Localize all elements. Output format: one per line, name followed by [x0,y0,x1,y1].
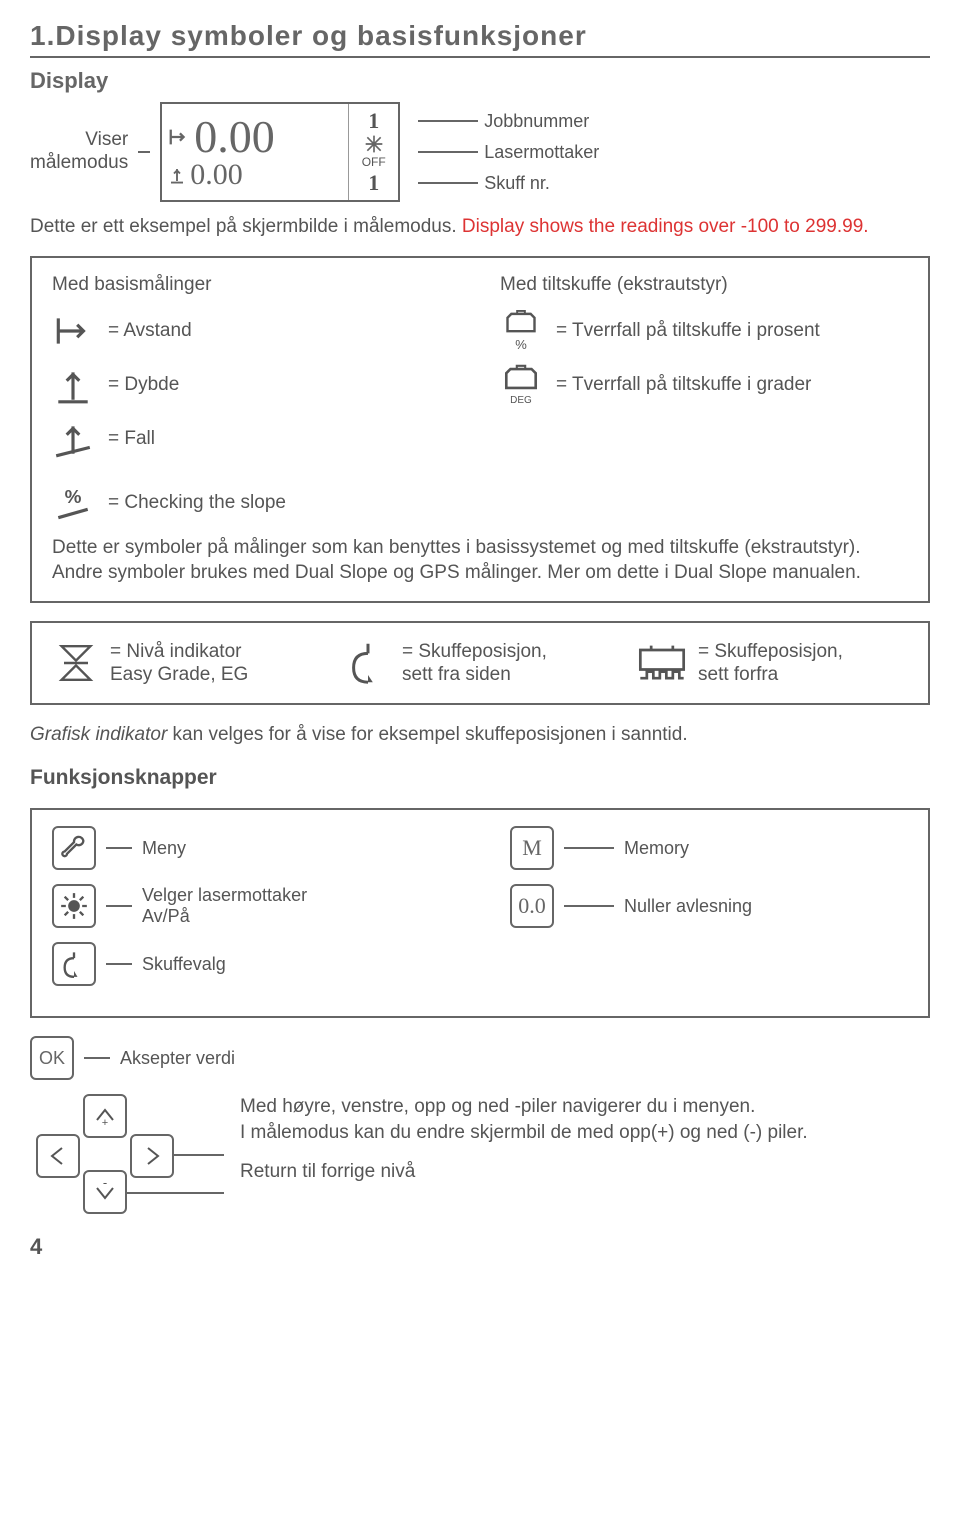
display-header: Display [30,68,930,94]
ok-button-icon: OK [30,1036,74,1080]
arrows-text-l1: Med høyre, venstre, opp og ned -piler na… [240,1094,808,1120]
arrows-return: Return til forrige nivå [240,1159,808,1185]
fall-label: = Fall [108,427,155,451]
grafisk-note: Grafisk indikator kan velges for å vise … [30,723,930,748]
connector-line [418,120,478,122]
meny-label: Meny [142,838,186,859]
lcd-box: 0.00 0.00 1 OFF 1 [160,102,400,202]
lcd-off-label: OFF [362,155,386,169]
basis-header: Med basismålinger [52,274,460,296]
dybde-icon [52,364,94,406]
side-l1: = Skuffeposisjon, [402,640,547,664]
indicators-box: = Nivå indikator Easy Grade, EG = Skuffe… [30,621,930,705]
deg-badge: DEG [510,395,532,406]
arrow-down-button: - [83,1170,127,1214]
display-illustration: Viser målemodus 0.00 0.00 1 OFF 1 Jobbnu… [30,102,930,202]
memory-label: Memory [624,838,689,859]
aksepter-label: Aksepter verdi [120,1048,235,1069]
meny-button-icon [52,826,96,870]
arrows-text: Med høyre, venstre, opp og ned -piler na… [240,1094,808,1185]
skuffe-front-icon [636,639,688,687]
skuffevalg-label: Skuffevalg [142,954,226,975]
arrows-block: + - Med høyre, venstre, opp og ned -pile… [30,1094,930,1214]
niva-indicator-icon [52,639,100,687]
laser-l1: Velger lasermottaker [142,885,307,906]
display-caption: Dette er ett eksempel på skjermbilde i m… [30,216,930,238]
display-left-l1: Viser [30,129,128,152]
funksjoner-header: Funksjonsknapper [30,766,930,790]
tilt-deg-label: = Tverrfall på tiltskuffe i grader [556,373,811,397]
symbols-box: Med basismålinger = Avstand = Dybde = Fa… [30,256,930,603]
callout-jobb: Jobbnummer [484,111,589,132]
niva-l2: Easy Grade, EG [110,663,248,687]
skuffe-side-icon [344,639,392,687]
side-l2: sett fra siden [402,663,547,687]
arrow-left-button [36,1134,80,1178]
tilt-column: Med tiltskuffe (ekstrautstyr) % = Tverrf… [500,274,908,472]
function-buttons-box: Meny Velger lasermottaker Av/På Skuffeva… [30,808,930,1018]
svg-text:-: - [103,1180,107,1190]
grafisk-text: kan velges for å vise for eksempel skuff… [167,724,687,745]
pct-badge: % [515,337,527,352]
tilt-pct-label: = Tverrfall på tiltskuffe i prosent [556,319,820,343]
lcd-skuff-number: 1 [368,170,379,196]
nuller-button-icon: 0.0 [510,884,554,928]
distance-arrow-icon [168,126,190,148]
svg-text:+: + [102,1117,108,1128]
slope-check-icon: % [52,482,94,524]
caption-red: Display shows the readings over -100 to … [462,216,869,237]
connector-line [564,905,614,907]
connector-line [127,1192,224,1194]
memory-button-icon: M [510,826,554,870]
basis-column: Med basismålinger = Avstand = Dybde = Fa… [52,274,460,472]
caption-black: Dette er ett eksempel på skjermbilde i m… [30,216,462,237]
lcd-top-value: 0.00 [194,114,275,160]
laser-star-icon [364,134,384,154]
nuller-label: Nuller avlesning [624,896,752,917]
front-l2: sett forfra [698,663,843,687]
connector-line [418,151,478,153]
slope-check-label: = Checking the slope [108,491,286,515]
lcd-bot-value: 0.00 [190,160,243,190]
tilt-percent-icon: % [500,310,542,352]
connector-line [106,847,132,849]
page-title: 1.Display symboler og basisfunksjoner [30,20,930,58]
connector-line [106,963,132,965]
callout-laser: Lasermottaker [484,142,599,163]
display-left-l2: målemodus [30,152,128,175]
connector-line [564,847,614,849]
lcd-main: 0.00 0.00 [162,104,348,200]
skuffevalg-button-icon [52,942,96,986]
display-left-label: Viser målemodus [30,129,128,175]
depth-arrow-icon [168,164,186,186]
niva-l1: = Nivå indikator [110,640,248,664]
arrow-up-button: + [83,1094,127,1138]
front-l1: = Skuffeposisjon, [698,640,843,664]
connector-line [84,1057,110,1059]
page-number: 4 [30,1234,930,1260]
dybde-label: = Dybde [108,373,179,397]
laser-l2: Av/På [142,906,307,927]
arrow-right-button [130,1134,174,1178]
laser-button-icon [52,884,96,928]
tilt-deg-icon: DEG [500,364,542,406]
connector-line [174,1154,224,1156]
callout-skuff: Skuff nr. [484,173,550,194]
arrows-text-l2: I målemodus kan du endre skjermbil de me… [240,1120,808,1146]
fall-icon [52,418,94,460]
svg-text:%: % [65,487,82,508]
avstand-icon [52,310,94,352]
lcd-callouts: Jobbnummer Lasermottaker Skuff nr. [418,111,599,194]
avstand-label: = Avstand [108,319,192,343]
symbols-note: Dette er symboler på målinger som kan be… [52,536,908,585]
connector-line [106,905,132,907]
grafisk-label: Grafisk indikator [30,724,167,745]
tilt-header: Med tiltskuffe (ekstrautstyr) [500,274,908,296]
lcd-right: 1 OFF 1 [348,104,398,200]
lcd-job-number: 1 [368,108,379,134]
connector-line [138,151,150,153]
connector-line [418,182,478,184]
